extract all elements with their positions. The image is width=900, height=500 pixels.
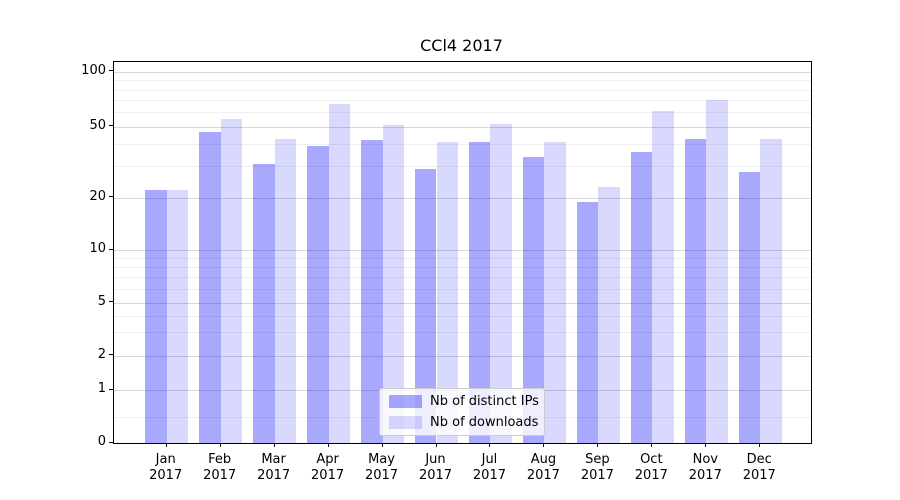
x-axis-tick-mark (543, 443, 545, 447)
y-axis-tick-label: 10 (89, 241, 106, 257)
y-axis-tick-label: 0 (97, 434, 106, 449)
x-axis-tick-mark (327, 443, 329, 447)
bar-downloads-dec (760, 138, 782, 443)
x-axis-tick-mark (759, 443, 761, 447)
gridline-minor (114, 80, 811, 82)
gridline-minor (114, 267, 811, 269)
gridline-minor (114, 288, 811, 290)
y-axis-tick-mark (109, 70, 113, 72)
gridline-minor (114, 315, 811, 317)
x-axis-tick-label: Jan 2017 (149, 452, 183, 483)
bar-distinct-ips-jan (145, 190, 167, 443)
gridline-major (114, 355, 811, 357)
gridline-minor (114, 277, 811, 279)
bar-downloads-may (382, 125, 405, 443)
x-axis-tick-mark (489, 443, 491, 447)
gridline-minor (114, 112, 811, 114)
bar-downloads-mar (274, 138, 297, 443)
bar-distinct-ips-jul (468, 142, 491, 443)
y-axis-tick-label: 2 (97, 346, 106, 362)
chart-title: CCl4 2017 (420, 36, 503, 55)
x-axis-tick-label: Sep 2017 (580, 452, 614, 483)
bar-downloads-nov (706, 100, 728, 443)
y-axis-tick-mark (109, 354, 113, 356)
bar-distinct-ips-dec (738, 171, 761, 443)
y-axis-tick-label: 1 (97, 381, 106, 397)
bar-downloads-sep (598, 186, 620, 443)
x-axis-tick-mark (435, 443, 437, 447)
bar-distinct-ips-sep (576, 201, 599, 443)
legend-label-downloads: Nb of downloads (430, 414, 539, 430)
gridline-minor (114, 144, 811, 146)
legend-label-distinct-ips: Nb of distinct IPs (430, 394, 539, 410)
gridline-major (114, 71, 811, 73)
plot-area (113, 61, 812, 444)
gridline-minor (114, 166, 811, 168)
x-axis-tick-label: Oct 2017 (634, 452, 668, 483)
y-axis-tick-mark (109, 125, 113, 127)
gridline-major (114, 197, 811, 199)
y-axis-tick-mark (109, 301, 113, 303)
y-axis-tick-label: 5 (97, 293, 106, 309)
legend-swatch-distinct-ips (389, 395, 422, 409)
x-axis-tick-mark (381, 443, 383, 447)
bar-downloads-jul (490, 123, 513, 443)
bar-downloads-feb (220, 119, 243, 443)
gridline-major (114, 302, 811, 304)
y-axis-tick-mark (109, 388, 113, 390)
bar-downloads-jun (436, 142, 459, 443)
gridline-minor (114, 89, 811, 91)
bar-distinct-ips-mar (253, 163, 275, 443)
legend-entry-downloads: Nb of downloads (389, 412, 539, 432)
x-axis-tick-label: Nov 2017 (688, 452, 722, 483)
x-axis-tick-label: Jul 2017 (472, 452, 506, 483)
x-axis-tick-mark (273, 443, 275, 447)
x-axis-tick-mark (651, 443, 653, 447)
x-axis-tick-label: May 2017 (364, 452, 399, 483)
y-axis-tick-mark (109, 441, 113, 443)
y-axis-tick-mark (109, 196, 113, 198)
legend-entry-distinct-ips: Nb of distinct IPs (389, 392, 539, 412)
x-axis-tick-mark (705, 443, 707, 447)
x-axis-tick-label: Aug 2017 (526, 452, 560, 483)
x-axis-tick-mark (165, 443, 167, 447)
x-axis-tick-label: Mar 2017 (257, 452, 291, 483)
bar-downloads-apr (328, 103, 351, 443)
bar-distinct-ips-jun (414, 169, 437, 443)
gridline-major (114, 250, 811, 252)
y-axis-tick-label: 100 (81, 62, 106, 78)
gridline-minor (114, 100, 811, 102)
x-axis-tick-mark (219, 443, 221, 447)
legend-swatch-downloads (389, 415, 422, 429)
x-axis-tick-label: Feb 2017 (203, 452, 237, 483)
bar-distinct-ips-apr (306, 146, 329, 443)
bar-distinct-ips-aug (522, 156, 545, 443)
bar-distinct-ips-oct (630, 152, 653, 443)
x-axis-tick-mark (597, 443, 599, 447)
bar-downloads-oct (652, 111, 674, 443)
bar-distinct-ips-feb (199, 131, 221, 443)
x-axis-tick-label: Jun 2017 (418, 452, 453, 483)
bar-downloads-aug (544, 142, 566, 443)
bar-downloads-jan (166, 190, 189, 443)
x-axis-tick-label: Dec 2017 (742, 452, 776, 483)
y-axis-tick-mark (109, 248, 113, 250)
gridline-major (114, 126, 811, 128)
gridline-minor (114, 332, 811, 334)
gridline-minor (114, 258, 811, 260)
y-axis-tick-label: 20 (89, 188, 106, 204)
bar-distinct-ips-may (360, 140, 383, 443)
y-axis-tick-label: 50 (89, 117, 106, 133)
bar-distinct-ips-nov (684, 138, 707, 443)
x-axis-tick-label: Apr 2017 (311, 452, 345, 483)
legend: Nb of distinct IPs Nb of downloads (379, 388, 545, 436)
